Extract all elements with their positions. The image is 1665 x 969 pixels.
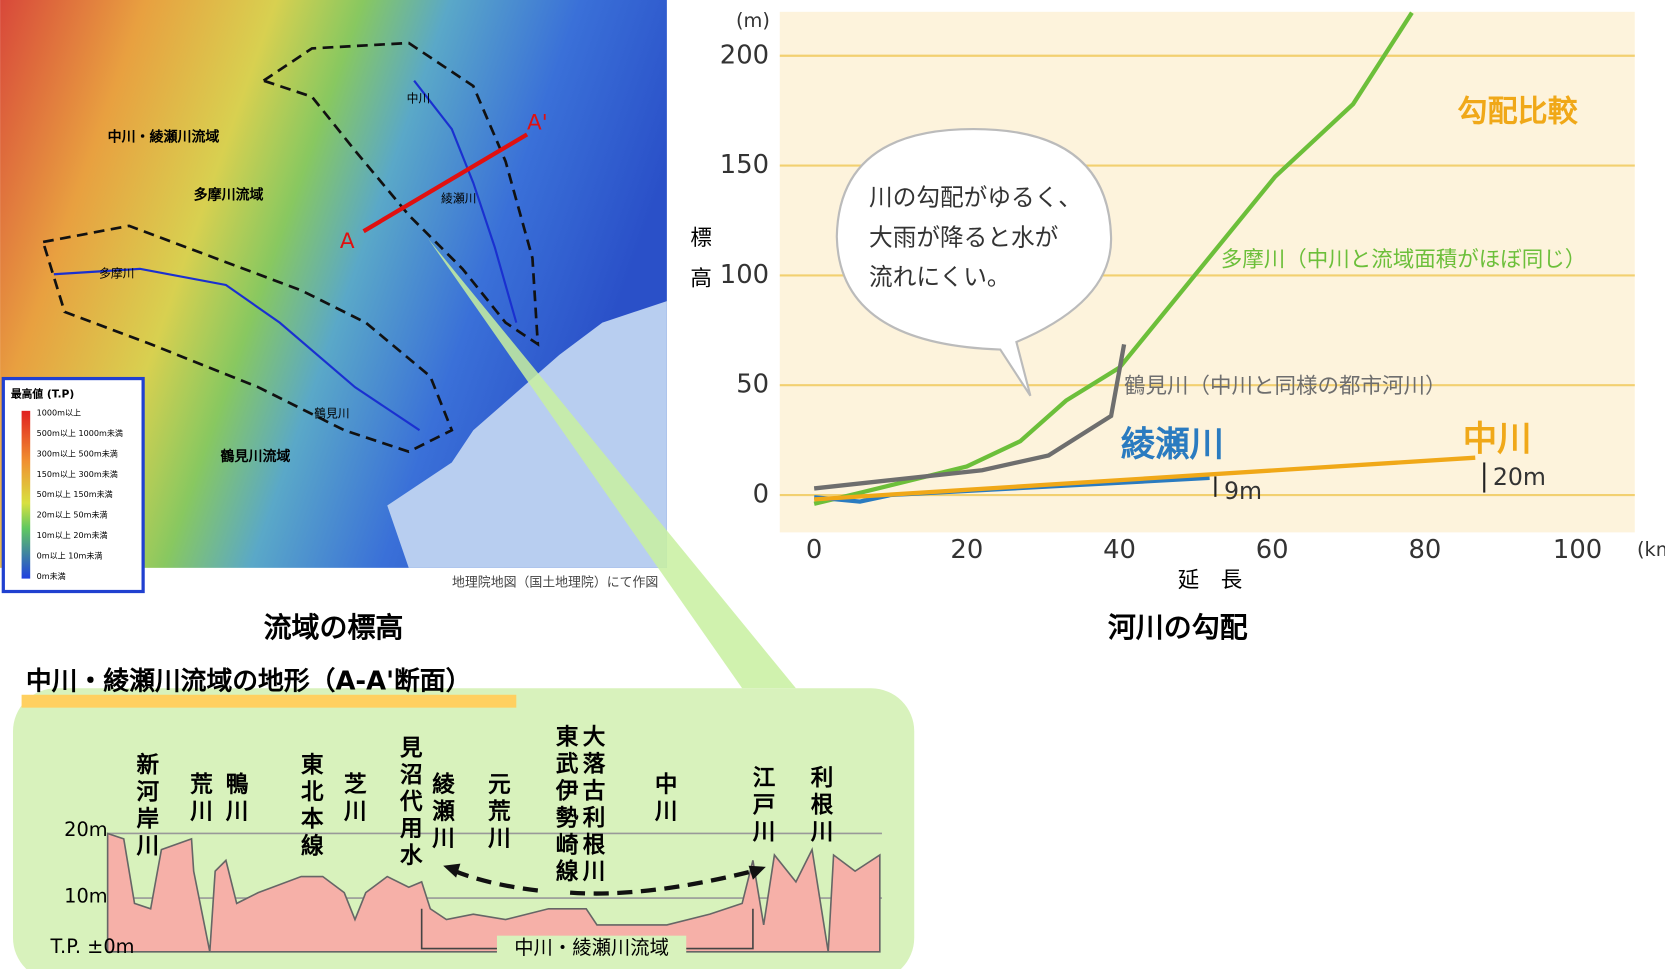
x-unit: (km) [1637,538,1665,561]
arrow-head [748,865,766,880]
callout-text: 大雨が降ると水が [869,223,1059,251]
river-label: 東北本線 [297,753,323,861]
arrow-head [443,863,461,878]
legend-item: 50m以上 150m未満 [37,489,113,499]
callout-bubble [835,127,1113,397]
section-title: 中川・綾瀬川流域の地形（A-A'断面） [26,665,472,696]
legend-title: 最高値 (T.P) [11,388,74,401]
river-label: 荒川 [186,772,213,826]
river-label: 芝川 [340,772,367,826]
river-label: 綾瀬川 [428,771,455,853]
map-caption: 流域の標高 [264,611,404,644]
flow-arrow [569,869,754,896]
river-label: 中川 [651,772,678,826]
series-label: 多摩川（中川と流域面積がほぼ同じ） [1221,247,1587,272]
y-tick-label: 0 [753,480,769,510]
section: 中川・綾瀬川流域の地形（A-A'断面） 中川・綾瀬川流域 20m 10m T.P… [13,665,915,969]
legend-item: 20m以上 50m未満 [37,510,108,520]
y-tick-label: 200 [720,40,769,70]
series-line [814,455,1476,502]
annotation: 20m [1493,463,1546,491]
credit: 地理院地図（国土地理院）にて作図 [452,575,658,590]
level-label: 20m [64,818,107,841]
y-tick-label: 100 [720,260,769,290]
river-label: 大落古利根川 [579,725,606,886]
river-label: 見沼代用水 [396,736,423,870]
river-label: 鴨川 [222,772,249,826]
map-label: 多摩川流域 [194,187,264,204]
basin-outline [260,41,540,347]
river-label: 東武伊勢崎線 [552,725,579,886]
title-underline [21,694,517,708]
x-label: 延 長 [1178,568,1243,593]
basin-label: 中川・綾瀬川流域 [514,936,669,959]
legend-item: 0m未満 [37,571,66,581]
series-label: 中川 [1463,419,1532,459]
legend-item: 10m以上 20m未満 [37,530,108,540]
river-label: 江戸川 [749,766,776,847]
legend-item: 300m以上 500m未満 [37,448,118,458]
annotation: 9m [1224,477,1262,505]
legend-bar [21,410,31,579]
series-label: 綾瀬川 [1121,425,1224,465]
bay [387,301,667,568]
map-label: 鶴見川流域 [221,448,291,465]
map-label: 綾瀬川 [441,191,477,205]
map-label: A [340,229,355,254]
y-tick-label: 50 [736,370,769,400]
section-panel [13,688,915,969]
series-label: 鶴見川（中川と同様の都市河川） [1124,374,1447,399]
x-tick-label: 60 [1256,535,1289,565]
map-label: 多摩川 [99,267,135,281]
level-label: 10m [64,884,107,907]
river-label: 新河岸川 [132,752,159,861]
map-label: A' [527,111,548,136]
legend-item: 1000m以上 [37,408,81,417]
x-tick-label: 40 [1103,535,1136,565]
x-tick-label: 20 [950,535,983,565]
map-label: 鶴見川 [314,407,350,421]
plot: 0 50 100 150 200 0 20 40 60 80 100 多摩川（中川と流域面積がほぼ同じ… [720,11,1635,565]
series-line [813,343,1127,491]
river [53,267,421,432]
label-bg [496,935,687,962]
river [413,80,518,323]
x-tick-label: 80 [1408,535,1441,565]
y-label: 標高 [687,226,712,308]
river-label: 利根川 [807,766,834,847]
map-label: 中川・綾瀬川流域 [108,129,220,146]
river-label: 元荒川 [484,772,511,853]
y-tick-label: 150 [720,150,769,180]
y-unit: (m) [736,9,770,32]
map: 中川・綾瀬川流域 多摩川流域 多摩川 鶴見川 鶴見川流域 中川 綾瀬川 A A'… [0,0,667,594]
map-label: 中川 [407,91,431,105]
legend-item: 500m以上 1000m未満 [37,428,123,438]
callout-text: 流れにくい。 [869,263,1010,291]
callout-text: 川の勾配がゆるく、 [869,183,1082,211]
ground [106,832,881,953]
x-tick-label: 0 [806,535,822,565]
chart-caption: 河川の勾配 [1108,611,1248,644]
section-line [362,132,529,234]
legend-item: 0m以上 10m未満 [37,551,103,561]
legend-item: 150m以上 300m未満 [37,469,118,479]
x-tick-label: 100 [1553,535,1602,565]
chart-title: 勾配比較 [1457,94,1578,129]
basin-outline [41,224,454,454]
level-label: T.P. ±0m [50,935,135,958]
series-line [813,11,1414,506]
